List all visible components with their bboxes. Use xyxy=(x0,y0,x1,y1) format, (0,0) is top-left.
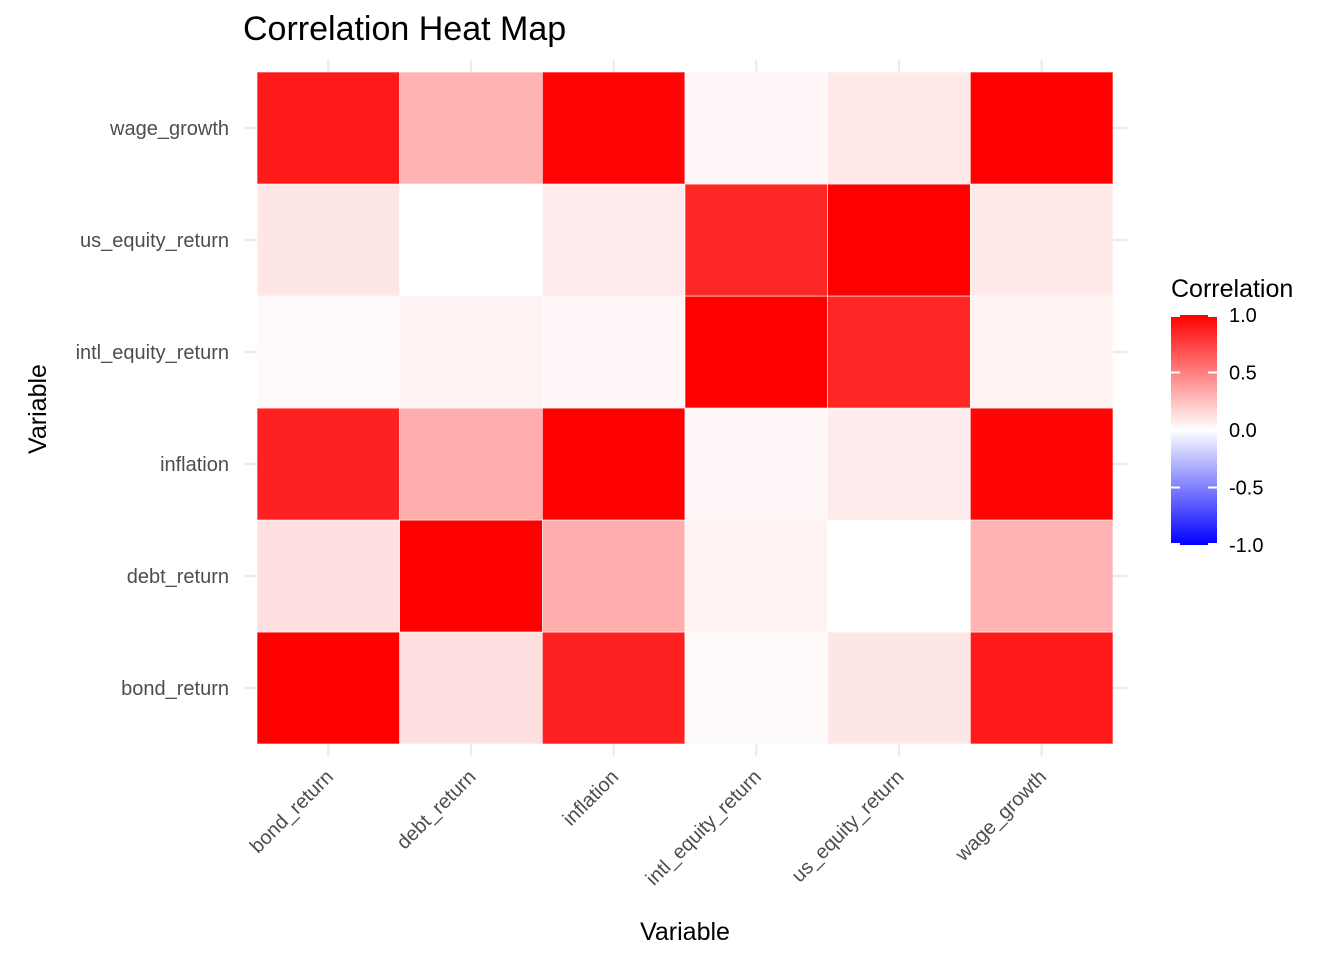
heatmap-cell xyxy=(542,407,686,521)
heatmap-cell xyxy=(684,631,828,745)
heatmap-cell xyxy=(684,407,828,521)
heatmap-cell xyxy=(970,407,1114,521)
heatmap-cell xyxy=(684,183,828,297)
legend-label: 0.0 xyxy=(1229,420,1257,442)
heatmap-cell xyxy=(542,71,686,185)
legend-title: Correlation xyxy=(1171,275,1293,303)
heatmap-cell xyxy=(827,631,971,745)
heatmap-cell xyxy=(256,183,400,297)
y-tick-label: us_equity_return xyxy=(80,230,229,252)
legend-ticks: 1.0 0.5 0.0 -0.5 -1.0 xyxy=(1171,305,1263,557)
y-tick-label: inflation xyxy=(160,454,229,476)
x-tick-label: intl_equity_return xyxy=(642,766,766,890)
heatmap-cell xyxy=(256,295,400,409)
heatmap-cell xyxy=(827,295,971,409)
legend-label: -1.0 xyxy=(1229,535,1263,557)
heatmap-cell xyxy=(399,295,543,409)
heatmap-cell xyxy=(827,183,971,297)
x-axis-tick-labels: bond_return debt_return inflation intl_equi… xyxy=(246,766,1051,890)
x-tick-label: debt_return xyxy=(393,766,481,854)
heatmap-cell xyxy=(399,631,543,745)
heatmap-cell xyxy=(256,519,400,633)
x-tick-label: us_equity_return xyxy=(788,766,909,887)
color-legend: Correlation 1.0 0.5 0.0 -0.5 -1.0 xyxy=(1171,275,1293,557)
heatmap-cell xyxy=(399,407,543,521)
heatmap-cell xyxy=(542,295,686,409)
x-axis-title: Variable xyxy=(640,918,730,946)
heatmap-cell xyxy=(684,295,828,409)
heatmap-cell xyxy=(827,407,971,521)
heatmap-cell xyxy=(970,295,1114,409)
heatmap-cell xyxy=(256,407,400,521)
heatmap-cell xyxy=(970,631,1114,745)
legend-label: 0.5 xyxy=(1229,363,1257,385)
y-tick-label: wage_growth xyxy=(109,118,229,140)
heatmap-cell xyxy=(827,519,971,633)
legend-label: -0.5 xyxy=(1229,478,1263,500)
heatmap-cell xyxy=(684,71,828,185)
y-tick-label: bond_return xyxy=(121,678,229,700)
heatmap-cell xyxy=(256,71,400,185)
heatmap-cell xyxy=(542,519,686,633)
x-tick-label: bond_return xyxy=(246,766,338,858)
y-tick-label: debt_return xyxy=(127,566,229,588)
x-tick-label: inflation xyxy=(559,766,623,830)
heatmap-cell xyxy=(970,71,1114,185)
legend-label: 1.0 xyxy=(1229,305,1257,327)
x-tick-label: wage_growth xyxy=(951,766,1051,866)
y-axis-tick-labels: bond_return debt_return inflation intl_equi… xyxy=(76,118,229,700)
heatmap-cell xyxy=(542,631,686,745)
chart-title: Correlation Heat Map xyxy=(243,10,566,48)
y-tick-label: intl_equity_return xyxy=(76,342,229,364)
heatmap-cell xyxy=(399,71,543,185)
y-axis-title: Variable xyxy=(24,364,52,454)
heatmap-cell xyxy=(970,519,1114,633)
heatmap-cell xyxy=(399,183,543,297)
heatmap-cell xyxy=(827,71,971,185)
heatmap-cells xyxy=(256,71,1114,745)
heatmap-cell xyxy=(970,183,1114,297)
heatmap-cell xyxy=(256,631,400,745)
heatmap-cell xyxy=(542,183,686,297)
heatmap-cell xyxy=(399,519,543,633)
heatmap-cell xyxy=(684,519,828,633)
